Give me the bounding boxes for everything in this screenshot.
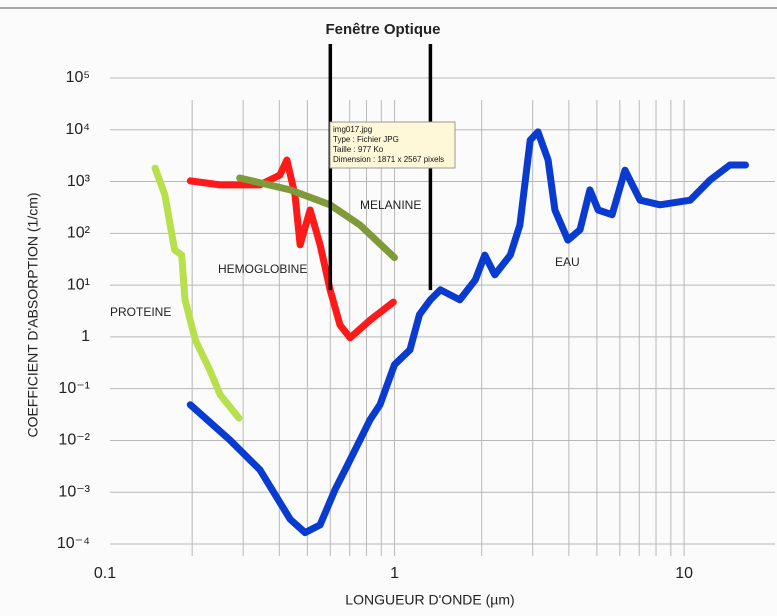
- y-tick-label: 10⁻³: [58, 483, 90, 500]
- y-tick-label: 10⁻¹: [58, 380, 90, 397]
- tooltip-line: Dimension : 1871 x 2567 pixels: [333, 155, 444, 164]
- series-label: HEMOGLOBINE: [218, 262, 307, 276]
- series-line: [186, 128, 749, 537]
- tooltip-line: Taille : 977 Ko: [333, 145, 384, 154]
- y-tick-label: 10⁻⁴: [57, 535, 90, 552]
- y-axis-title: COEFFICIENT D'ABSORPTION (1/cm): [25, 192, 41, 437]
- y-tick-label: 10⁴: [65, 121, 90, 138]
- tooltip-line: Type : Fichier JPG: [333, 135, 399, 144]
- series-label: PROTEINE: [110, 305, 171, 319]
- x-tick-label: 10: [675, 565, 693, 582]
- y-tick-label: 10⁻²: [58, 432, 90, 449]
- y-tick-label: 10³: [67, 173, 91, 190]
- x-tick-label: 0.1: [94, 565, 116, 582]
- x-axis-title: LONGUEUR D'ONDE (µm): [345, 592, 514, 608]
- series-label: MELANINE: [360, 198, 421, 212]
- tooltip-line: img017.jpg: [333, 125, 372, 134]
- x-tick-label: 1: [390, 565, 399, 582]
- series-line: [151, 164, 243, 422]
- y-tick-label: 10⁵: [66, 69, 90, 86]
- window-label: Fenêtre Optique: [325, 21, 440, 38]
- y-tick-label: 10²: [67, 225, 91, 242]
- series-label: EAU: [555, 255, 580, 269]
- tooltip: img017.jpg Type : Fichier JPG Taille : 9…: [329, 121, 456, 169]
- tooltip-box: [329, 121, 456, 169]
- y-tick-label: 10¹: [67, 276, 90, 293]
- y-tick-label: 1: [81, 328, 90, 345]
